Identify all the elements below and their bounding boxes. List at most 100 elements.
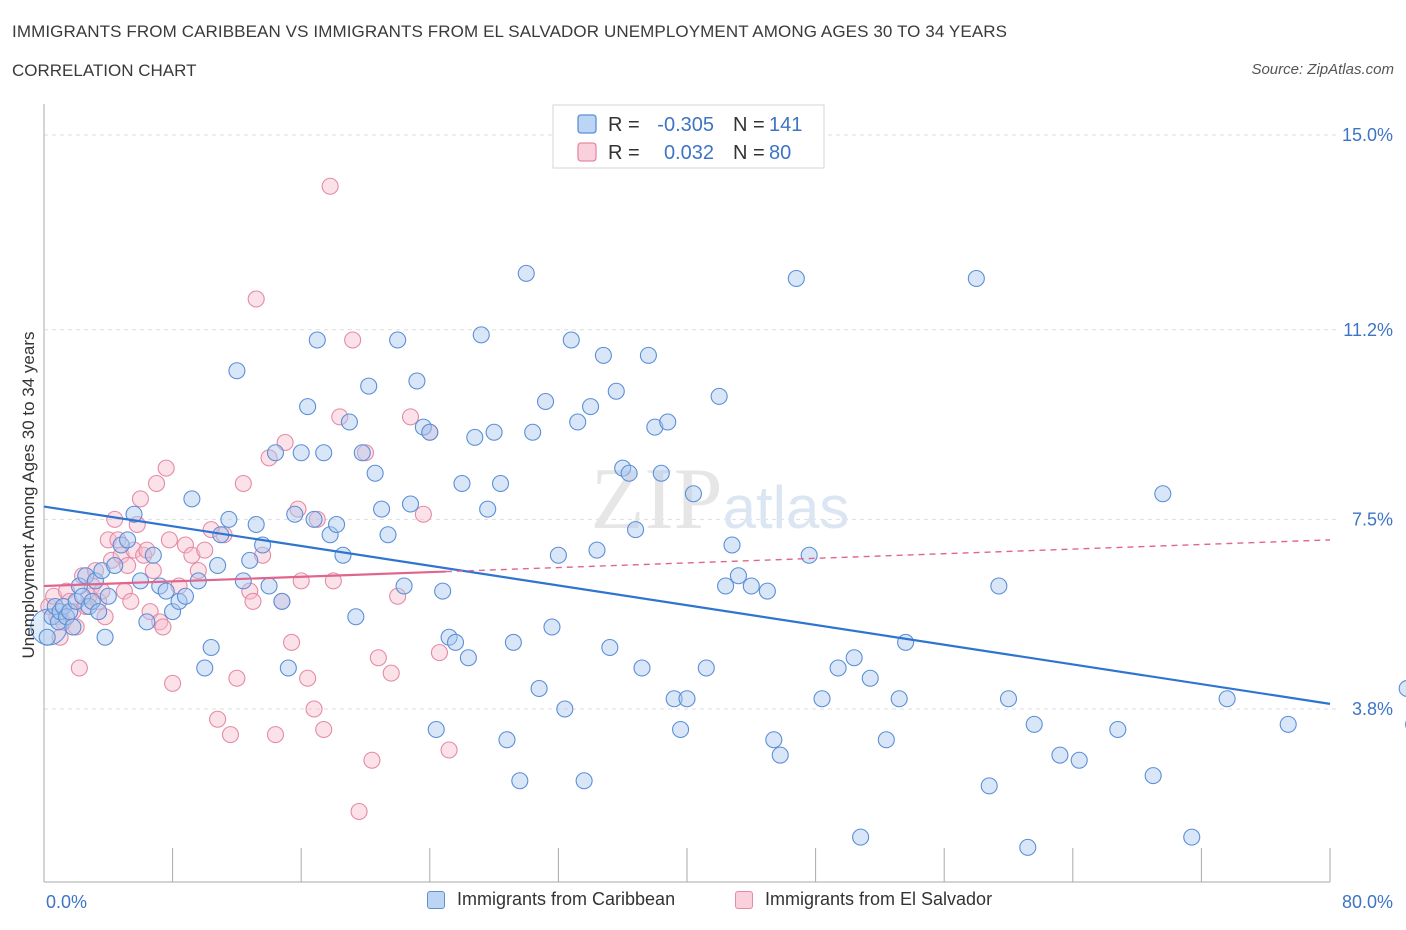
- point-elsalvador: [183, 546, 201, 564]
- point-caribbean: [401, 495, 420, 513]
- legend-swatch-caribbean: [577, 114, 597, 134]
- point-elsalvador: [119, 556, 137, 575]
- point-caribbean: [710, 387, 728, 405]
- point-caribbean: [1144, 767, 1162, 785]
- point-elsalvador: [289, 500, 307, 518]
- point-caribbean: [472, 326, 490, 344]
- legend-n-label: N =: [733, 114, 765, 136]
- point-caribbean: [228, 362, 246, 380]
- point-caribbean: [524, 423, 542, 441]
- point-caribbean: [758, 582, 776, 600]
- elsalvador-swatch: [735, 890, 753, 909]
- point-elsalvador: [430, 644, 448, 662]
- grid-lines: [44, 134, 1340, 710]
- point-caribbean: [498, 731, 516, 749]
- point-caribbean: [446, 633, 465, 651]
- point-caribbean: [575, 772, 593, 790]
- point-elsalvador: [247, 290, 265, 308]
- point-caribbean: [209, 556, 227, 575]
- point-caribbean: [408, 372, 426, 390]
- point-caribbean: [220, 510, 238, 528]
- point-caribbean: [360, 377, 378, 395]
- point-elsalvador: [189, 562, 207, 580]
- point-caribbean: [106, 556, 124, 575]
- legend-item-caribbean[interactable]: Immigrants from Caribbean: [427, 889, 675, 910]
- point-caribbean: [202, 638, 220, 657]
- point-caribbean: [729, 567, 747, 585]
- axes: [43, 104, 1331, 883]
- point-caribbean: [93, 562, 111, 580]
- point-elsalvador: [135, 546, 153, 564]
- point-caribbean: [373, 500, 391, 518]
- legend-r-label: R =: [608, 114, 640, 136]
- legend-label-caribbean: Immigrants from Caribbean: [457, 889, 676, 909]
- legend-n-value: 80: [769, 142, 791, 164]
- point-caribbean: [308, 331, 326, 349]
- source-label: Source: ZipAtlas.com: [1251, 61, 1394, 78]
- point-caribbean: [340, 413, 358, 431]
- point-caribbean: [421, 423, 439, 441]
- legend-bottom: Immigrants from Caribbean Immigrants fro…: [0, 889, 1406, 917]
- point-caribbean: [697, 659, 715, 677]
- point-elsalvador: [344, 331, 362, 349]
- point-elsalvador: [112, 546, 130, 564]
- point-caribbean: [620, 464, 638, 482]
- point-caribbean: [633, 659, 651, 677]
- point-caribbean: [787, 269, 805, 288]
- point-elsalvador: [144, 562, 162, 580]
- trend-line-caribbean: [43, 505, 1331, 705]
- point-caribbean: [74, 587, 92, 605]
- point-caribbean: [315, 444, 333, 462]
- point-caribbean: [38, 628, 56, 646]
- point-caribbean: [1051, 746, 1069, 764]
- legend-item-elsalvador[interactable]: Immigrants from El Salvador: [735, 889, 992, 910]
- point-caribbean: [144, 546, 162, 564]
- point-caribbean: [765, 731, 783, 749]
- point-elsalvador: [305, 700, 323, 718]
- point-caribbean: [813, 690, 831, 708]
- point-caribbean: [504, 633, 522, 651]
- y-axis-label: Unemployment Among Ages 30 to 34 years: [19, 332, 38, 659]
- point-caribbean: [83, 592, 101, 610]
- point-caribbean: [427, 720, 445, 739]
- point-caribbean: [665, 690, 683, 708]
- point-caribbean: [549, 546, 567, 564]
- point-caribbean: [247, 515, 265, 534]
- point-elsalvador: [299, 669, 317, 687]
- point-caribbean: [1183, 828, 1201, 846]
- point-caribbean: [990, 577, 1008, 595]
- point-elsalvador: [389, 587, 407, 605]
- point-caribbean: [999, 690, 1018, 708]
- legend-swatch-elsalvador: [577, 142, 597, 162]
- point-caribbean: [241, 551, 259, 569]
- point-elsalvador: [209, 710, 227, 728]
- point-caribbean: [353, 444, 371, 462]
- point-elsalvador: [382, 664, 400, 682]
- legend-label-elsalvador: Immigrants from El Salvador: [765, 889, 993, 909]
- point-caribbean: [96, 628, 114, 646]
- point-caribbean: [536, 392, 555, 411]
- point-caribbean: [771, 746, 789, 764]
- point-caribbean: [1154, 485, 1172, 503]
- point-elsalvador: [292, 572, 310, 590]
- point-elsalvador: [369, 649, 387, 667]
- point-elsalvador: [414, 505, 432, 523]
- point-caribbean: [659, 413, 677, 431]
- point-caribbean: [491, 474, 510, 493]
- point-caribbean: [299, 398, 317, 416]
- x-tick-label-min: 0.0%: [46, 892, 87, 912]
- point-caribbean: [434, 582, 452, 600]
- point-caribbean: [321, 526, 339, 544]
- point-caribbean: [286, 505, 304, 523]
- point-elsalvador: [350, 802, 368, 821]
- tick-labels: 3.8% 7.5% 11.2% 15.0% 0.0% 80.0%: [46, 125, 1393, 912]
- point-caribbean: [157, 582, 175, 600]
- point-caribbean: [562, 331, 580, 349]
- point-elsalvador: [70, 659, 88, 677]
- legend-r-value: 0.032: [664, 142, 714, 164]
- point-elsalvador: [147, 474, 166, 493]
- y-tick-label: 7.5%: [1352, 509, 1393, 529]
- point-caribbean: [366, 464, 384, 482]
- point-caribbean: [594, 346, 612, 364]
- point-caribbean: [1109, 720, 1127, 739]
